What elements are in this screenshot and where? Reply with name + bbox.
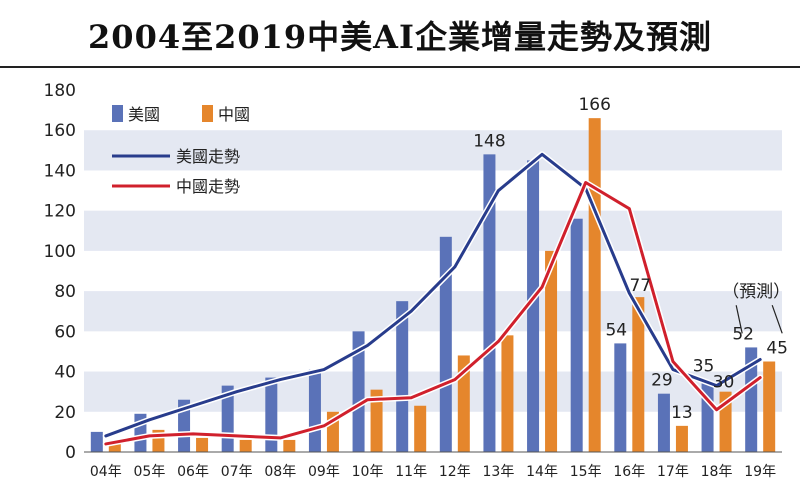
x-tick-label: 10年	[352, 464, 384, 480]
x-tick-label: 17年	[657, 464, 689, 480]
data-label: 30	[713, 373, 735, 393]
y-tick-label: 40	[54, 363, 76, 383]
y-tick-label: 160	[44, 121, 76, 141]
us-trend-line	[104, 152, 762, 438]
x-tick-label: 05年	[134, 464, 166, 480]
data-label: 35	[693, 357, 715, 377]
x-tick-label: 15年	[570, 464, 602, 480]
forecast-pointer	[771, 304, 783, 334]
data-label: 54	[605, 320, 627, 340]
legend-us-bar-label: 美國	[128, 105, 160, 124]
cn-bar	[239, 439, 252, 452]
legend-cn-line-label: 中國走勢	[176, 177, 240, 196]
forecast-pointer	[735, 305, 743, 334]
cn-bar	[108, 443, 121, 452]
cn-bar	[588, 118, 601, 453]
x-tick-label: 11年	[395, 464, 427, 480]
data-label: 29	[651, 371, 673, 391]
us-bar	[483, 154, 496, 452]
chart-title: 2004至2019中美AI企業增量走勢及預測	[88, 18, 712, 56]
data-label: 13	[671, 403, 693, 423]
us-bar	[439, 236, 452, 452]
y-tick-label: 180	[44, 81, 76, 101]
x-tick-label: 19年	[744, 464, 776, 480]
x-tick-label: 14年	[526, 464, 558, 480]
x-tick-label: 08年	[264, 464, 296, 480]
grid-bands	[84, 130, 782, 412]
y-tick-label: 20	[54, 403, 76, 423]
cn-bar	[283, 439, 296, 452]
data-label: 77	[629, 276, 651, 296]
data-label: 52	[732, 324, 754, 344]
us-bar	[308, 369, 321, 452]
us-bar	[396, 301, 409, 452]
x-tick-label: 07年	[221, 464, 253, 480]
bars	[90, 118, 776, 453]
x-tick-label: 16年	[613, 464, 645, 480]
trend-lines	[102, 151, 764, 447]
grid-band	[84, 291, 782, 332]
us-bar	[90, 431, 103, 452]
axes: 0 20 40 60 80 100 120 140 160 180 04年 05年 06年 07年 08年 0…	[44, 81, 782, 480]
us-bar	[657, 393, 670, 452]
y-tick-label: 60	[54, 322, 76, 342]
cn-bar	[501, 335, 514, 452]
us-bar	[527, 160, 540, 452]
title-divider	[0, 66, 800, 68]
us-bar	[570, 218, 583, 452]
us-bar	[745, 347, 758, 452]
legend-cn-bar-label: 中國	[218, 105, 250, 124]
x-tick-label: 12年	[439, 464, 471, 480]
x-tick-label: 18年	[701, 464, 733, 480]
x-tick-label: 06年	[177, 464, 209, 480]
cn-bar	[196, 437, 209, 452]
cn-bar	[675, 425, 688, 452]
legend-us-bar-swatch	[112, 105, 123, 122]
cn-bar	[632, 297, 645, 452]
x-tick-label: 09年	[308, 464, 340, 480]
forecast-annotation: （預測）	[722, 282, 790, 302]
cn-bar	[457, 355, 470, 452]
data-label: 45	[766, 339, 788, 359]
grid-band	[84, 210, 782, 251]
data-label: 166	[578, 95, 610, 115]
y-tick-label: 100	[44, 242, 76, 262]
us-bar	[352, 331, 365, 452]
y-tick-label: 80	[54, 282, 76, 302]
grid-band	[84, 130, 782, 171]
cn-bar	[545, 250, 558, 452]
cn-bar	[370, 389, 383, 452]
us-bar	[614, 343, 627, 452]
us-bar	[178, 399, 191, 452]
cn-trend-line	[104, 181, 762, 446]
data-label: 148	[473, 131, 505, 151]
x-tick-label: 13年	[483, 464, 515, 480]
cn-bar	[414, 405, 427, 452]
y-tick-label: 140	[44, 161, 76, 181]
us-bar	[265, 377, 278, 452]
legend-us-line-label: 美國走勢	[176, 147, 240, 166]
legend-cn-bar-swatch	[202, 105, 213, 122]
y-tick-label: 0	[65, 443, 76, 463]
x-tick-label: 04年	[90, 464, 122, 480]
cn-bar	[763, 361, 776, 452]
y-tick-label: 120	[44, 202, 76, 222]
